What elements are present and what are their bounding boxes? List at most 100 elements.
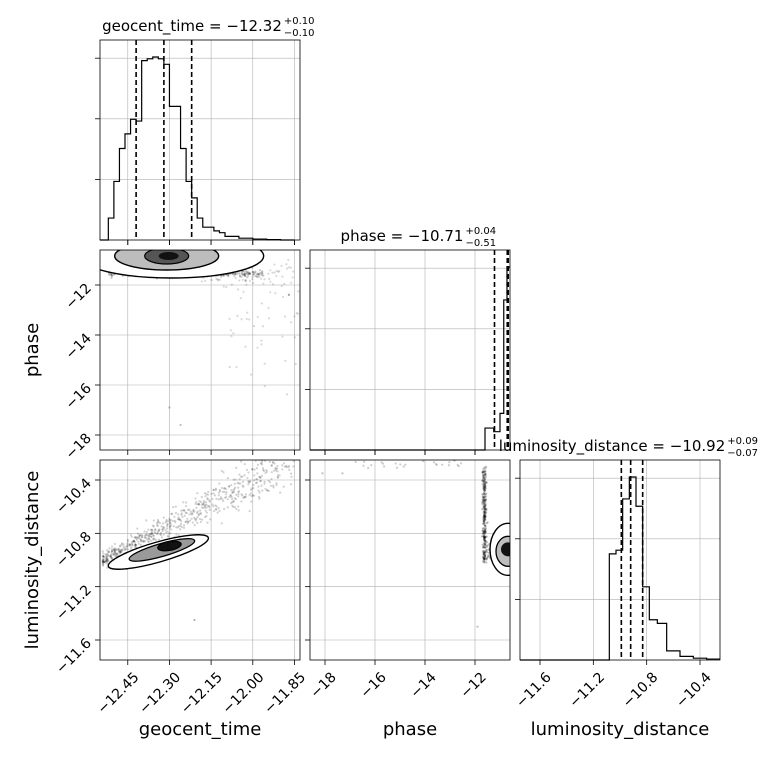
scatter-phase-vs-luminosity-distance-point-26 bbox=[484, 475, 487, 479]
scatter-phase-vs-luminosity-distance-point-30 bbox=[484, 531, 487, 534]
scatter-geocent-time-vs-luminosity-distance-point-383 bbox=[113, 549, 116, 553]
scatter-geocent-time-vs-luminosity-distance-point-603 bbox=[105, 559, 108, 562]
scatter-geocent-time-vs-phase-point-260 bbox=[251, 277, 254, 281]
scatter-geocent-time-vs-luminosity-distance-point-248 bbox=[147, 528, 150, 531]
scatter-geocent-time-vs-phase-point-148 bbox=[252, 273, 255, 276]
scatter-phase-vs-luminosity-distance-point-172 bbox=[482, 558, 486, 561]
scatter-geocent-time-vs-luminosity-distance-point-46 bbox=[208, 499, 211, 502]
scatter-geocent-time-vs-luminosity-distance-point-437 bbox=[134, 543, 137, 546]
scatter-geocent-time-vs-luminosity-distance-point-210 bbox=[134, 543, 137, 546]
scatter-geocent-time-vs-luminosity-distance-point-457 bbox=[107, 560, 110, 563]
scatter-geocent-time-vs-luminosity-distance-point-224 bbox=[134, 543, 137, 547]
scatter-geocent-time-vs-luminosity-distance-point-643 bbox=[105, 555, 109, 558]
scatter-geocent-time-vs-phase-point-129 bbox=[218, 278, 221, 281]
scatter-geocent-time-vs-phase: −18 −16 −14 −12 bbox=[63, 249, 301, 463]
scatter-geocent-time-vs-luminosity-distance-point-32 bbox=[118, 551, 122, 555]
scatter-phase-vs-luminosity-distance-point-169 bbox=[482, 556, 485, 560]
scatter-geocent-time-vs-luminosity-distance-point-105 bbox=[138, 534, 141, 537]
scatter-geocent-time-vs-luminosity-distance-point-222 bbox=[102, 555, 105, 558]
scatter-geocent-time-vs-phase-point-267 bbox=[292, 270, 295, 273]
scatter-geocent-time-vs-luminosity-distance-point-526 bbox=[233, 505, 237, 509]
scatter-geocent-time-vs-phase-point-128 bbox=[257, 273, 260, 276]
scatter-geocent-time-vs-luminosity-distance-point-402 bbox=[244, 495, 247, 498]
scatter-phase-vs-luminosity-distance-point-240 bbox=[483, 516, 486, 519]
scatter-geocent-time-vs-luminosity-distance-point-48 bbox=[230, 495, 233, 499]
scatter-geocent-time-vs-luminosity-distance-point-431 bbox=[276, 467, 279, 470]
scatter-geocent-time-vs-luminosity-distance-point-168 bbox=[195, 511, 199, 514]
scatter-geocent-time-vs-phase-point-45 bbox=[227, 273, 230, 277]
scatter-geocent-time-vs-luminosity-distance-point-39 bbox=[151, 532, 154, 535]
scatter-phase-vs-luminosity-distance-point-141 bbox=[483, 498, 487, 502]
scatter-geocent-time-vs-luminosity-distance-point-397 bbox=[129, 533, 133, 537]
scatter-phase-vs-luminosity-distance-point-144 bbox=[482, 501, 486, 504]
scatter-phase-vs-luminosity-distance-point-41 bbox=[482, 520, 485, 523]
scatter-phase-vs-luminosity-distance-point-197 bbox=[482, 470, 486, 474]
scatter-geocent-time-vs-phase-point-354 bbox=[285, 393, 289, 396]
scatter-phase-vs-luminosity-distance-point-127 bbox=[483, 553, 486, 557]
scatter-geocent-time-vs-luminosity-distance-point-499 bbox=[169, 518, 172, 521]
scatter-geocent-time-vs-luminosity-distance-point-1 bbox=[237, 490, 241, 493]
scatter-geocent-time-vs-luminosity-distance-point-179 bbox=[200, 495, 203, 499]
scatter-geocent-time-vs-luminosity-distance-point-41 bbox=[269, 484, 273, 487]
scatter-geocent-time-vs-luminosity-distance-point-645 bbox=[159, 533, 163, 536]
scatter-geocent-time-vs-luminosity-distance-point-520 bbox=[218, 488, 221, 492]
scatter-geocent-time-vs-luminosity-distance-point-207 bbox=[194, 519, 197, 522]
scatter-phase-vs-luminosity-distance-point-48 bbox=[484, 487, 487, 490]
scatter-geocent-time-vs-luminosity-distance-point-216 bbox=[247, 483, 250, 486]
scatter-geocent-time-vs-phase-point-314 bbox=[277, 270, 280, 273]
scatter-geocent-time-vs-luminosity-distance-point-219 bbox=[267, 479, 270, 482]
scatter-phase-vs-luminosity-distance-point-82 bbox=[482, 561, 486, 564]
scatter-phase-vs-luminosity-distance-point-22 bbox=[483, 472, 487, 476]
title-phase: phase = −10.71 +0.04−0.51 bbox=[341, 226, 497, 249]
scatter-phase-vs-luminosity-distance-point-190 bbox=[481, 508, 484, 511]
scatter-geocent-time-vs-phase-point-356 bbox=[284, 359, 287, 362]
scatter-phase-vs-luminosity-distance-point-168 bbox=[485, 508, 488, 511]
scatter-geocent-time-vs-luminosity-distance-point-599 bbox=[168, 526, 172, 529]
scatter-phase-vs-luminosity-distance-point-68 bbox=[482, 480, 485, 483]
scatter-phase-vs-luminosity-distance-point-67 bbox=[484, 481, 488, 484]
scatter-geocent-time-vs-luminosity-distance-point-467 bbox=[205, 492, 208, 496]
scatter-phase-vs-luminosity-distance-point-15 bbox=[485, 557, 488, 560]
scatter-geocent-time-vs-luminosity-distance-point-146 bbox=[204, 506, 207, 509]
scatter-geocent-time-vs-luminosity-distance-point-120 bbox=[215, 508, 218, 511]
scatter-phase-vs-luminosity-distance-point-216 bbox=[483, 466, 486, 469]
scatter-geocent-time-vs-phase-point-41 bbox=[249, 272, 252, 275]
scatter-phase-vs-luminosity-distance-point-231 bbox=[484, 514, 487, 517]
scatter-phase-vs-luminosity-distance-point-33 bbox=[483, 482, 486, 485]
scatter-geocent-time-vs-luminosity-distance-point-552 bbox=[159, 531, 163, 535]
scatter-geocent-time-vs-luminosity-distance-point-72 bbox=[180, 509, 183, 512]
x-tick-label-geocent_time-4: −11.85 bbox=[261, 669, 309, 717]
scatter-geocent-time-vs-phase-point-338 bbox=[275, 269, 278, 272]
scatter-geocent-time-vs-luminosity-distance-point-382 bbox=[122, 543, 125, 546]
scatter-phase-vs-luminosity-distance-point-61 bbox=[483, 517, 487, 520]
title-geocent-time: geocent_time = −12.32 +0.10−0.10 bbox=[102, 16, 314, 39]
scatter-phase-vs-luminosity-distance-point-404 bbox=[453, 460, 456, 462]
scatter-geocent-time-vs-phase-point-307 bbox=[275, 274, 278, 278]
x-tick-label-phase-0: −18 bbox=[308, 669, 340, 701]
scatter-phase-vs-luminosity-distance-point-217 bbox=[481, 475, 485, 478]
scatter-geocent-time-vs-luminosity-distance-point-128 bbox=[273, 462, 276, 465]
scatter-phase-vs-luminosity-distance-point-84 bbox=[484, 551, 487, 555]
scatter-geocent-time-vs-luminosity-distance-point-277 bbox=[118, 545, 121, 548]
scatter-geocent-time-vs-luminosity-distance-point-610 bbox=[128, 543, 131, 546]
scatter-phase-vs-luminosity-distance-point-395 bbox=[402, 465, 405, 468]
scatter-geocent-time-vs-luminosity-distance-point-126 bbox=[236, 481, 239, 485]
scatter-geocent-time-vs-luminosity-distance-point-485 bbox=[216, 511, 219, 514]
scatter-geocent-time-vs-phase-point-130 bbox=[246, 276, 249, 279]
scatter-geocent-time-vs-luminosity-distance-point-514 bbox=[277, 454, 279, 456]
scatter-phase-vs-luminosity-distance-point-246 bbox=[481, 556, 485, 559]
scatter-phase-vs-luminosity-distance-point-193 bbox=[483, 543, 486, 546]
scatter-phase-vs-luminosity-distance-point-74 bbox=[483, 555, 487, 558]
scatter-geocent-time-vs-luminosity-distance-point-393 bbox=[158, 528, 161, 531]
scatter-phase-vs-luminosity-distance-point-201 bbox=[483, 512, 486, 516]
scatter-geocent-time-vs-luminosity-distance-point-551 bbox=[150, 539, 153, 542]
scatter-geocent-time-vs-phase-border bbox=[99, 249, 301, 451]
scatter-geocent-time-vs-luminosity-distance-point-192 bbox=[180, 513, 183, 516]
scatter-geocent-time-vs-luminosity-distance-point-549 bbox=[291, 452, 293, 454]
scatter-geocent-time-vs-luminosity-distance-point-325 bbox=[229, 502, 233, 505]
scatter-geocent-time-vs-luminosity-distance-point-646 bbox=[252, 494, 256, 497]
scatter-geocent-time-vs-luminosity-distance-point-392 bbox=[101, 560, 104, 563]
scatter-phase-vs-luminosity-distance-point-43 bbox=[483, 536, 486, 540]
scatter-geocent-time-vs-luminosity-distance-point-519 bbox=[258, 497, 261, 500]
scatter-phase-vs-luminosity-distance-point-222 bbox=[481, 543, 484, 546]
